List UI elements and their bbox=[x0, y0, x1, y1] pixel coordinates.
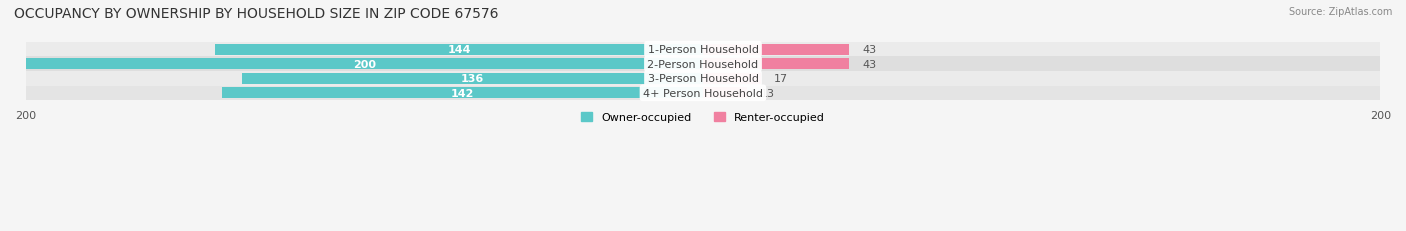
Text: 144: 144 bbox=[447, 45, 471, 55]
Text: 2-Person Household: 2-Person Household bbox=[647, 59, 759, 69]
Text: 136: 136 bbox=[461, 74, 484, 84]
Text: 3-Person Household: 3-Person Household bbox=[648, 74, 758, 84]
Text: OCCUPANCY BY OWNERSHIP BY HOUSEHOLD SIZE IN ZIP CODE 67576: OCCUPANCY BY OWNERSHIP BY HOUSEHOLD SIZE… bbox=[14, 7, 499, 21]
Bar bbox=[703, 73, 761, 84]
Text: 43: 43 bbox=[862, 45, 876, 55]
Text: 142: 142 bbox=[451, 88, 474, 98]
Bar bbox=[703, 59, 849, 70]
Bar bbox=[25, 72, 1381, 86]
Bar bbox=[703, 88, 747, 99]
Text: Source: ZipAtlas.com: Source: ZipAtlas.com bbox=[1288, 7, 1392, 17]
Bar bbox=[242, 73, 703, 84]
Text: 17: 17 bbox=[775, 74, 789, 84]
Text: 43: 43 bbox=[862, 59, 876, 69]
Bar bbox=[25, 43, 1381, 57]
Text: 13: 13 bbox=[761, 88, 775, 98]
Bar bbox=[25, 57, 1381, 72]
Bar bbox=[25, 59, 703, 70]
Bar bbox=[703, 45, 849, 55]
Text: 4+ Person Household: 4+ Person Household bbox=[643, 88, 763, 98]
Bar bbox=[215, 45, 703, 55]
Bar bbox=[222, 88, 703, 99]
Text: 1-Person Household: 1-Person Household bbox=[648, 45, 758, 55]
Legend: Owner-occupied, Renter-occupied: Owner-occupied, Renter-occupied bbox=[576, 108, 830, 127]
Text: 200: 200 bbox=[353, 59, 375, 69]
Bar bbox=[25, 86, 1381, 101]
